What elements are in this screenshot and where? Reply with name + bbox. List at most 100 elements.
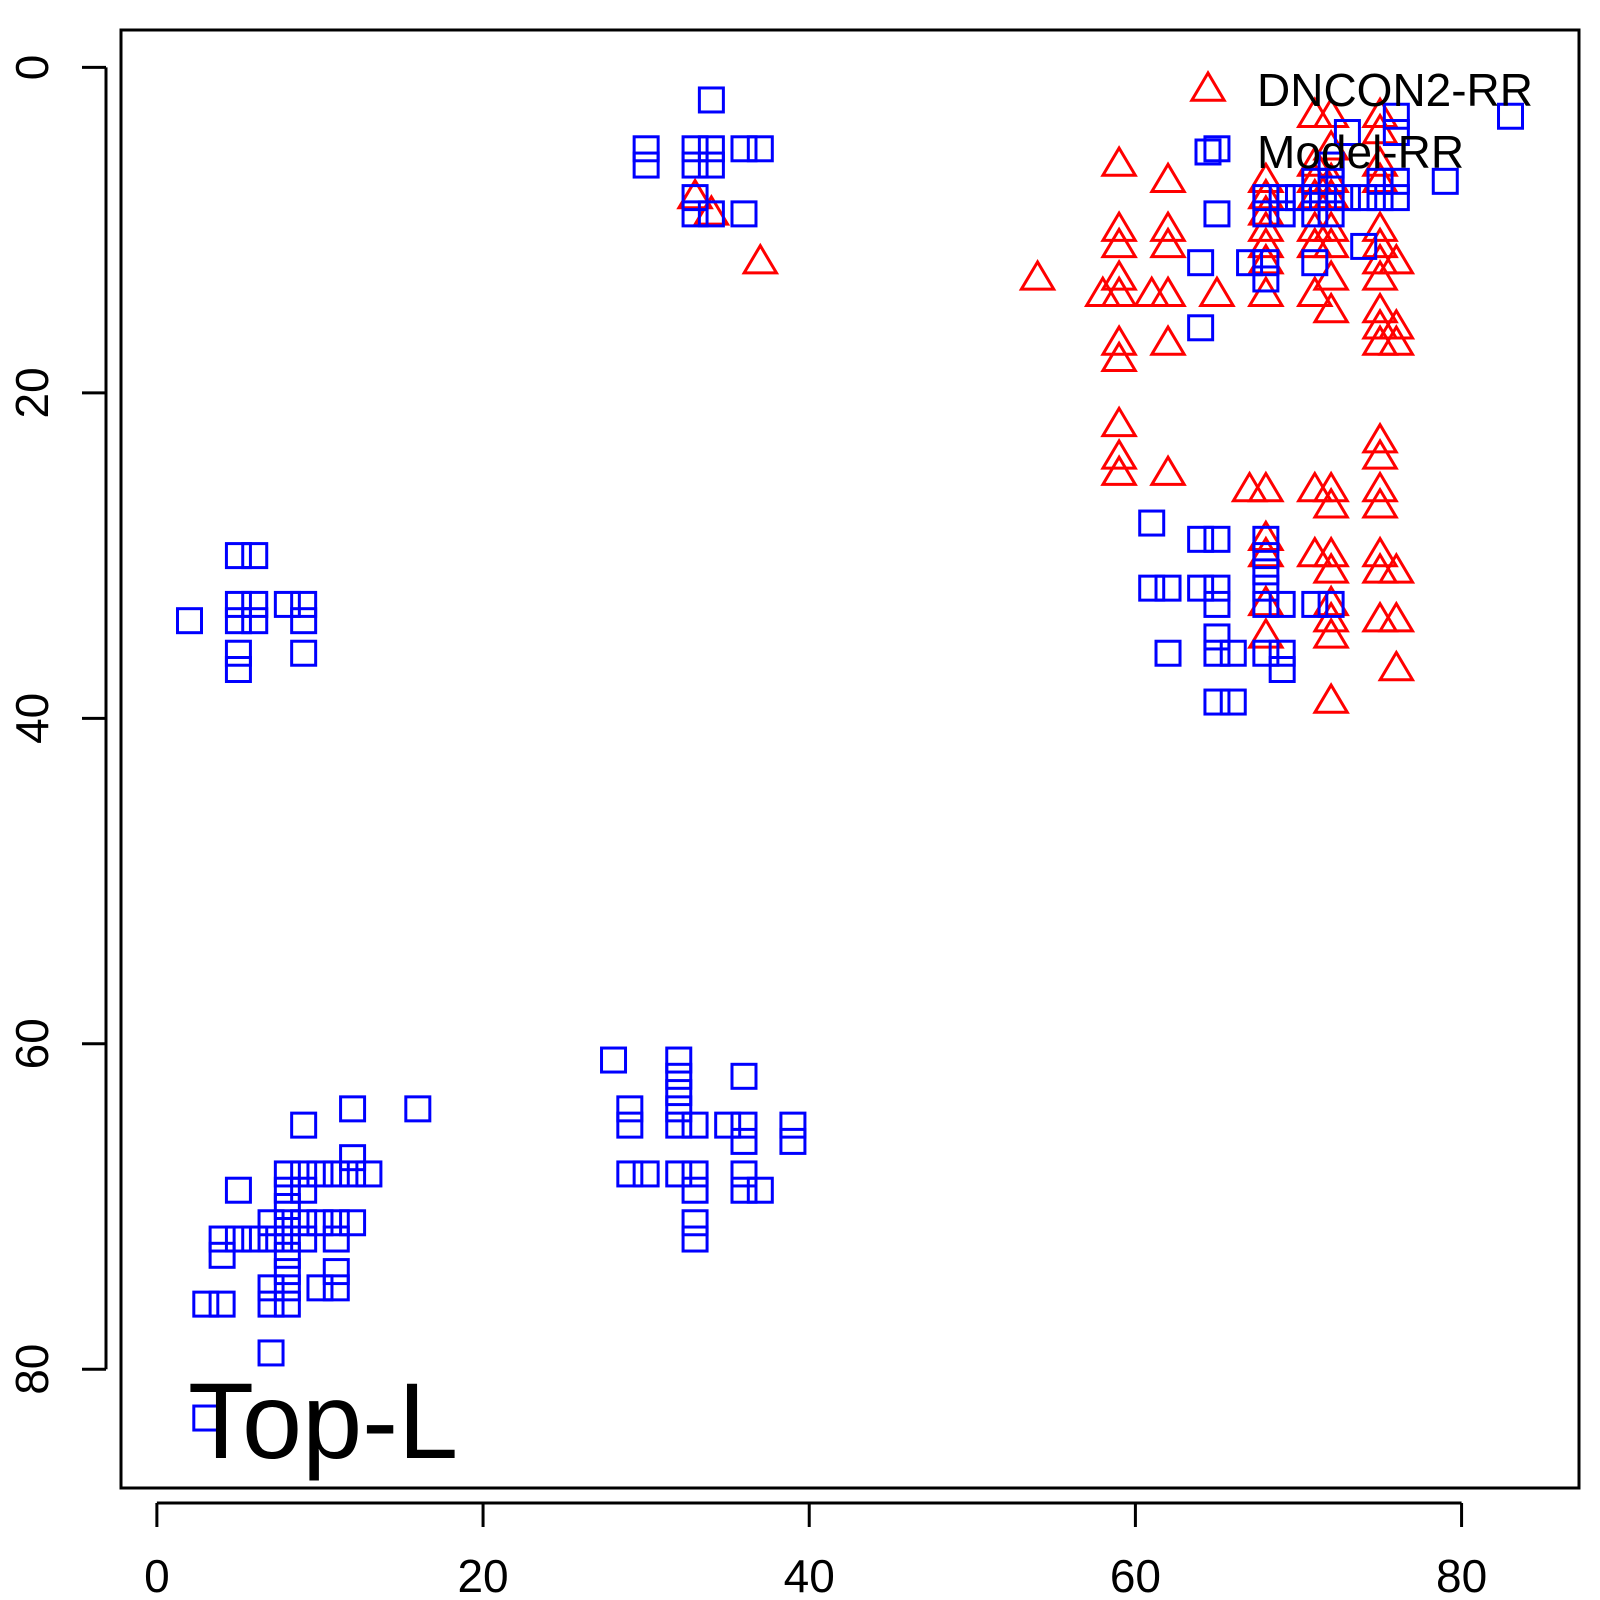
legend: DNCON2-RR Model-RR bbox=[1189, 64, 1533, 178]
model-rr-point-103 bbox=[730, 1160, 758, 1188]
model-rr-point-14 bbox=[224, 542, 252, 570]
model-rr-point-80 bbox=[1268, 656, 1296, 684]
model-rr-point-28 bbox=[1187, 249, 1215, 277]
model-rr-point-82 bbox=[1317, 590, 1345, 618]
model-rr-point-126 bbox=[273, 1241, 301, 1269]
model-rr-point-33 bbox=[1252, 249, 1280, 277]
model-rr-point-39 bbox=[1301, 184, 1329, 212]
model-rr-point-47 bbox=[1333, 184, 1361, 212]
model-rr-point-112 bbox=[208, 1241, 236, 1269]
model-rr-point-94 bbox=[730, 1111, 758, 1139]
x-tick-label: 60 bbox=[1110, 1550, 1161, 1600]
model-rr-point-146 bbox=[339, 1209, 367, 1237]
model-rr-point-20 bbox=[273, 590, 301, 618]
model-rr-point-122 bbox=[273, 1176, 301, 1204]
x-axis: 0 20 40 60 80 bbox=[144, 1501, 1487, 1600]
model-rr-point-0 bbox=[697, 86, 725, 114]
model-rr-point-5 bbox=[697, 135, 725, 163]
model-rr-point-121 bbox=[273, 1160, 301, 1188]
dncon2-rr-point-0 bbox=[676, 177, 714, 210]
y-axis: 0 20 40 60 80 bbox=[6, 55, 108, 1395]
model-rr-point-30 bbox=[1236, 249, 1264, 277]
model-rr-point-48 bbox=[1350, 184, 1378, 212]
model-rr-point-106 bbox=[681, 1209, 709, 1237]
model-rr-point-136 bbox=[306, 1209, 334, 1237]
model-rr-point-65 bbox=[1203, 574, 1231, 602]
model-rr-point-102 bbox=[681, 1176, 709, 1204]
dncon2-rr-point-11 bbox=[1100, 340, 1138, 373]
model-rr-point-2 bbox=[632, 151, 660, 179]
dncon2-rr-point-60 bbox=[1312, 682, 1350, 714]
model-rr-point-50 bbox=[1366, 167, 1394, 195]
model-rr-point-93 bbox=[714, 1111, 742, 1139]
model-rr-point-131 bbox=[290, 1160, 318, 1188]
dncon2-rr-point-66 bbox=[1361, 226, 1399, 259]
model-rr-point-100 bbox=[665, 1160, 693, 1188]
dncon2-rr-point-79 bbox=[1377, 242, 1416, 275]
model-rr-point-87 bbox=[616, 1095, 644, 1123]
model-rr-point-109 bbox=[208, 1290, 236, 1318]
model-rr-point-96 bbox=[779, 1111, 807, 1139]
model-rr-point-68 bbox=[1203, 639, 1231, 667]
model-rr-point-134 bbox=[290, 1225, 318, 1253]
dncon2-rr-point-19 bbox=[1149, 275, 1187, 307]
model-rr-point-40 bbox=[1301, 200, 1329, 228]
model-rr-point-35 bbox=[1268, 184, 1296, 212]
y-tick-label: 0 bbox=[6, 55, 58, 81]
dncon2-rr-point-3 bbox=[1018, 259, 1057, 291]
model-rr-point-78 bbox=[1268, 590, 1296, 618]
model-rr-point-104 bbox=[730, 1176, 758, 1204]
model-rr-point-45 bbox=[1317, 200, 1345, 228]
dncon2-rr-point-6 bbox=[1100, 210, 1138, 242]
dncon2-rr-point-35 bbox=[1247, 617, 1285, 649]
model-rr-point-1 bbox=[632, 135, 660, 163]
model-rr-point-63 bbox=[1187, 574, 1215, 602]
dncon2-rr-point-57 bbox=[1312, 584, 1350, 617]
y-tick-label: 60 bbox=[6, 1018, 58, 1069]
model-rr-point-99 bbox=[632, 1160, 660, 1188]
model-rr-point-38 bbox=[1301, 167, 1329, 195]
model-rr-point-125 bbox=[273, 1225, 301, 1253]
model-rr-point-22 bbox=[290, 607, 318, 635]
model-rr-point-21 bbox=[290, 590, 318, 618]
dncon2-rr-point-32 bbox=[1247, 519, 1285, 552]
model-rr-point-37 bbox=[1284, 184, 1312, 212]
model-rr-point-70 bbox=[1219, 639, 1247, 667]
model-rr-point-34 bbox=[1252, 265, 1280, 293]
model-rr-point-27 bbox=[1203, 200, 1231, 228]
legend-marker bbox=[1194, 138, 1222, 166]
model-rr-point-130 bbox=[290, 1111, 318, 1139]
dncon2-rr-point-63 bbox=[1361, 145, 1399, 177]
model-rr-point-92 bbox=[730, 1062, 758, 1090]
dncon2-rr-point-72 bbox=[1361, 421, 1399, 454]
model-rr-point-129 bbox=[273, 1290, 301, 1318]
dncon2-rr-point-83 bbox=[1377, 600, 1416, 633]
model-rr-point-119 bbox=[257, 1290, 285, 1318]
points-layer bbox=[175, 86, 1525, 1432]
dncon2-rr-point-76 bbox=[1361, 535, 1399, 568]
dncon2-rr-point-31 bbox=[1247, 470, 1285, 503]
dncon2-rr-point-10 bbox=[1100, 324, 1138, 356]
legend-marker bbox=[1189, 70, 1227, 102]
model-rr-point-25 bbox=[290, 639, 318, 667]
dncon2-rr-point-37 bbox=[1296, 145, 1334, 177]
model-rr-point-140 bbox=[322, 1225, 350, 1253]
model-rr-point-88 bbox=[616, 1111, 644, 1139]
model-rr-point-123 bbox=[273, 1192, 301, 1220]
model-rr-point-61 bbox=[1154, 639, 1182, 667]
model-rr-point-95 bbox=[730, 1127, 758, 1155]
model-rr-point-77 bbox=[1252, 639, 1280, 667]
model-rr-point-108 bbox=[192, 1290, 220, 1318]
model-rr-point-54 bbox=[1382, 167, 1410, 195]
model-rr-point-147 bbox=[355, 1160, 383, 1188]
model-rr-point-26 bbox=[1203, 135, 1231, 163]
model-rr-point-89 bbox=[665, 1095, 693, 1123]
dncon2-rr-point-18 bbox=[1149, 226, 1187, 259]
model-rr-point-67 bbox=[1203, 623, 1231, 651]
model-rr-point-128 bbox=[273, 1274, 301, 1302]
model-rr-point-44 bbox=[1317, 184, 1345, 212]
model-rr-point-13 bbox=[175, 607, 203, 635]
y-tick-label: 40 bbox=[6, 693, 58, 744]
model-rr-point-142 bbox=[322, 1274, 350, 1302]
